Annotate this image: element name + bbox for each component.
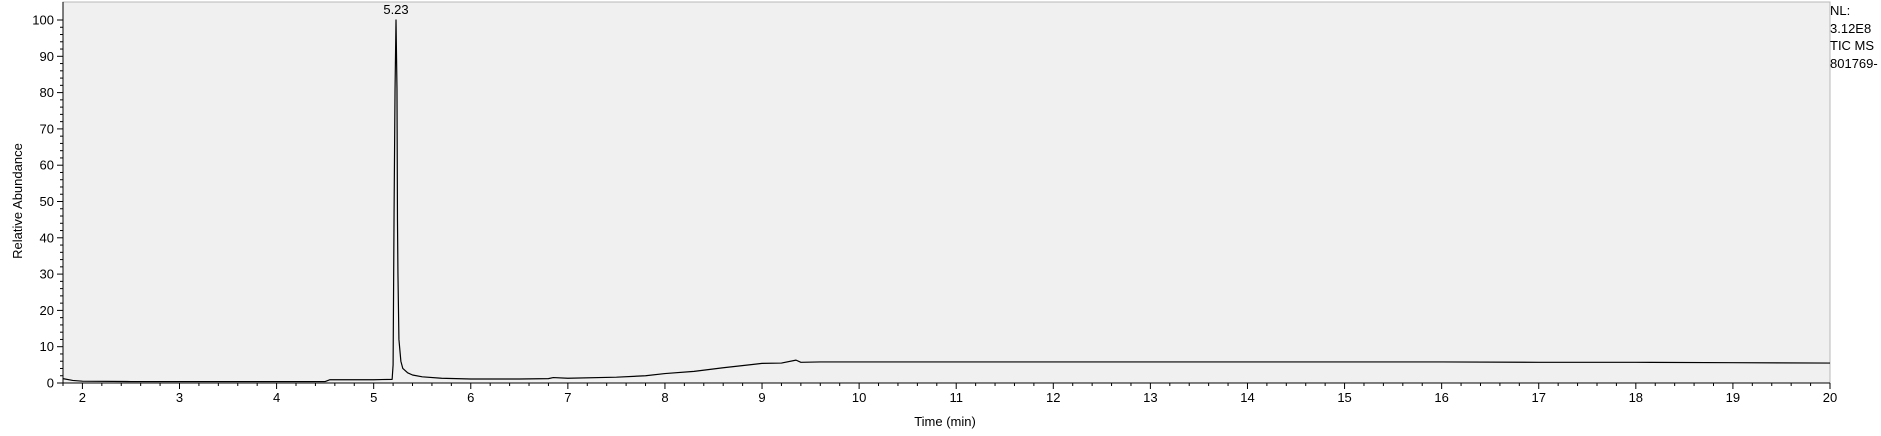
y-axis: 0 10 20 30 40 50 60 70 80 90 100 (32, 2, 64, 391)
annotation-layer: 5.23 (383, 2, 408, 17)
x-tick-label: 17 (1532, 390, 1546, 405)
x-tick-label: 3 (176, 390, 183, 405)
x-tick-label: 20 (1823, 390, 1837, 405)
x-tick-label: 13 (1143, 390, 1157, 405)
x-tick-label: 4 (273, 390, 280, 405)
x-tick-label: 7 (564, 390, 571, 405)
normalization-label: NL: (1830, 3, 1851, 18)
x-tick-label: 16 (1434, 390, 1448, 405)
y-tick-label: 30 (40, 267, 54, 282)
scan-type-label: TIC MS (1830, 38, 1875, 53)
y-tick-label: 40 (40, 230, 54, 245)
normalization-value: 3.12E8 (1830, 20, 1872, 36)
y-tick-label: 80 (40, 85, 54, 100)
y-axis-label: Relative Abundance (10, 143, 25, 259)
x-tick-label: 8 (661, 390, 668, 405)
peak-label: 5.23 (383, 2, 408, 17)
x-tick-label: 10 (852, 390, 866, 405)
x-axis: 2 3 4 5 6 7 8 9 10 11 12 13 14 15 16 17 18 19 20 (62, 382, 1837, 405)
y-tick-label: 70 (40, 121, 54, 136)
x-tick-label: 19 (1726, 390, 1740, 405)
x-axis-label: Time (min) (914, 414, 976, 429)
y-tick-label: 50 (40, 194, 54, 209)
file-name-label: 801769- (1830, 55, 1878, 71)
y-tick-label: 60 (40, 158, 54, 173)
tic-series-line (62, 19, 1831, 383)
scan-info-panel: NL: 3.12E8 TIC MS 801769- (1830, 2, 1881, 72)
x-tick-label: 11 (949, 390, 963, 405)
y-tick-label: 20 (40, 303, 54, 318)
y-tick-label: 90 (40, 49, 54, 64)
y-tick-label: 100 (32, 13, 54, 28)
y-tick-label: 0 (47, 376, 54, 391)
series-layer (62, 19, 1831, 383)
x-tick-label: 6 (467, 390, 474, 405)
x-tick-label: 9 (758, 390, 765, 405)
plot-background (62, 1, 1831, 384)
x-tick-label: 5 (370, 390, 377, 405)
x-tick-label: 12 (1046, 390, 1060, 405)
x-tick-label: 14 (1240, 390, 1254, 405)
x-tick-label: 2 (79, 390, 86, 405)
y-tick-label: 10 (40, 339, 54, 354)
x-tick-label: 18 (1629, 390, 1643, 405)
x-tick-label: 15 (1337, 390, 1351, 405)
